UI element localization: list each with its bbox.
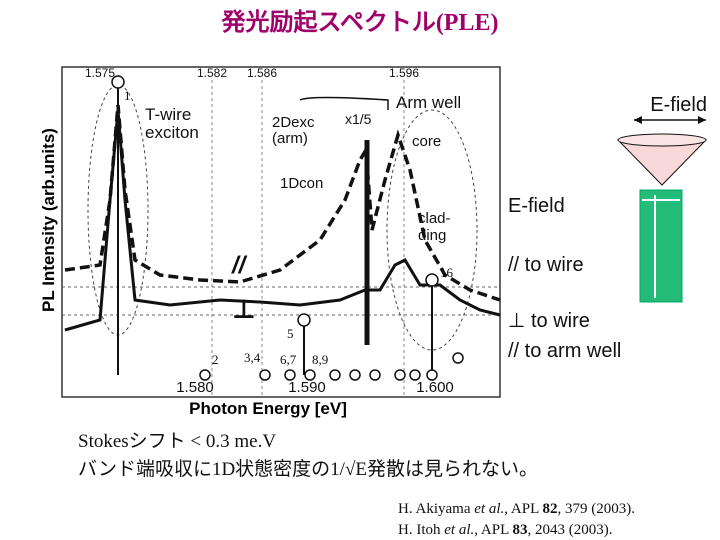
ref-part: , 379 (2003). (557, 501, 635, 517)
light-cone (616, 139, 708, 186)
annotation: clad- (418, 210, 451, 227)
plot-frame (61, 66, 501, 398)
annotation: ding (418, 227, 446, 244)
notes: Stokesシフト < 0.3 me.V バンド端吸収に1D状態密度の1/√E発… (78, 431, 538, 480)
perp-curve (64, 109, 501, 332)
ref-part: , APL (504, 501, 542, 517)
wire (639, 189, 683, 303)
legend-text: E-field (650, 94, 707, 116)
legend: E-field E-field // to wire ⊥ to wire // … (508, 94, 707, 362)
annotation: T-wire (145, 105, 191, 124)
legend-text: // to wire (508, 254, 584, 276)
legend-text: // to arm well (508, 340, 621, 362)
plot: 1.575 1.582 1.586 1.596 1.580 1.590 1.60… (39, 66, 501, 418)
annotation: 3,4 (244, 350, 261, 365)
ref-part: 82 (542, 501, 557, 517)
ref-part: H. Itoh (398, 522, 441, 538)
annotation: 2 (212, 352, 219, 367)
y-axis-label: PL Intensity (arb.units) (39, 128, 58, 312)
tick-label: 1.596 (389, 66, 419, 80)
slide-title: 発光励起スペクトル(PLE) (221, 8, 499, 36)
annotation: exciton (145, 123, 199, 142)
ref-part: APL (478, 522, 512, 538)
x-axis-label: Photon Energy [eV] (189, 399, 347, 418)
annotation: ⊥ (232, 294, 256, 324)
ref-part: et al., (444, 522, 478, 538)
legend-text: E-field (508, 195, 565, 217)
tick-label: 1.580 (176, 379, 214, 396)
bottom-labels: 1.580 1.590 1.600 (176, 379, 454, 396)
reference: H. Itoh et al., APL 83, 2043 (2003). (398, 522, 612, 538)
ref-part: et al. (474, 501, 504, 517)
references: H. Akiyama et al., APL 82, 379 (2003). H… (398, 501, 635, 538)
ref-part: , 2043 (2003). (527, 522, 612, 538)
pointer (299, 96, 389, 110)
markers (111, 75, 464, 381)
annotation: 1 (124, 88, 131, 103)
annotation: 8,9 (312, 352, 328, 367)
annotation: 1Dcon (280, 175, 323, 192)
annotation: Arm well (396, 93, 461, 112)
tick-label: 1.586 (247, 66, 277, 80)
annotation: 6,7 (280, 352, 297, 367)
tick-label: 1.590 (288, 379, 326, 396)
top-labels: 1.575 1.582 1.586 1.596 (85, 66, 419, 80)
annotation: 2Dexc (272, 114, 315, 131)
reference: H. Akiyama et al., APL 82, 379 (2003). (398, 501, 635, 517)
arm-ellipse (386, 109, 478, 351)
annotations: 1 T-wire exciton 2Dexc (arm) x1/5 Arm we… (124, 88, 461, 367)
par-curve (64, 104, 501, 302)
annotation: 16 (440, 265, 454, 280)
note: バンド端吸収に1D状態密度の1/√E発散は見られない。 (78, 458, 538, 480)
polarization-diagram (616, 116, 708, 303)
note: Stokesシフト < 0.3 me.V (78, 431, 276, 452)
ref-part: H. Akiyama (398, 501, 471, 517)
annotation: 5 (287, 326, 294, 341)
annotation: core (412, 133, 441, 150)
annotation: (arm) (272, 130, 308, 147)
annotation: // (231, 252, 248, 279)
tick-label: 1.600 (416, 379, 454, 396)
tick-label: 1.575 (85, 66, 115, 80)
legend-text: ⊥ to wire (508, 310, 590, 332)
tick-label: 1.582 (197, 66, 227, 80)
ref-part: 83 (512, 522, 527, 538)
cone-top (617, 133, 707, 147)
annotation: x1/5 (345, 111, 372, 127)
arrowheads (634, 116, 706, 124)
